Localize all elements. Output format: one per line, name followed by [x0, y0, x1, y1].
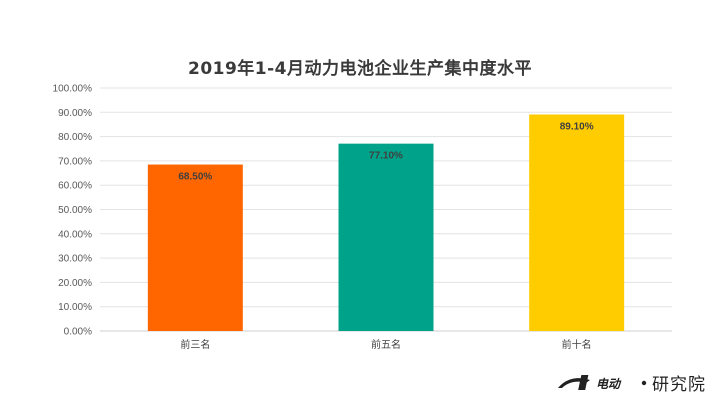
chart-title: 2019年1-4月动力电池企业生产集中度水平 [187, 59, 533, 79]
y-tick-label: 50.00% [58, 205, 92, 216]
x-category-label: 前十名 [562, 338, 592, 351]
data-label: 68.50% [178, 172, 212, 183]
y-tick-label: 40.00% [58, 229, 92, 240]
brand-logo-icon: 电动 [558, 374, 647, 391]
y-tick-label: 60.00% [58, 181, 92, 192]
y-tick-label: 100.00% [53, 84, 93, 95]
x-category-label: 前三名 [180, 338, 210, 351]
bar [529, 114, 625, 331]
y-tick-label: 70.00% [58, 156, 92, 167]
bar [338, 143, 434, 331]
y-tick-label: 90.00% [58, 108, 92, 119]
y-tick-label: 30.00% [58, 254, 92, 265]
svg-text:电动: 电动 [596, 377, 622, 391]
y-tick-label: 10.00% [58, 302, 92, 313]
bar [147, 164, 243, 331]
y-tick-label: 80.00% [58, 132, 92, 143]
data-label: 89.10% [560, 121, 594, 132]
y-tick-label: 20.00% [58, 278, 92, 289]
watermark: 电动 研究院 [556, 370, 706, 395]
watermark-text: 研究院 [652, 375, 706, 395]
y-tick-label: 0.00% [64, 327, 92, 338]
data-label: 77.10% [369, 151, 403, 162]
x-category-label: 前五名 [371, 338, 401, 351]
